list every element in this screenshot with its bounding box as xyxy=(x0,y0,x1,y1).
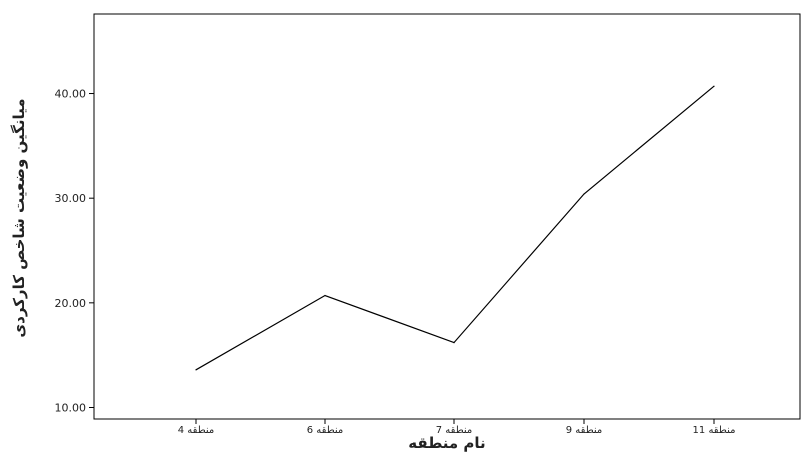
x-tick-label: منطقه 9 xyxy=(566,425,603,436)
y-tick-label: 20.00 xyxy=(55,297,87,310)
y-tick-label: 30.00 xyxy=(55,192,87,205)
x-tick-label: منطقه 11 xyxy=(693,425,736,436)
x-tick-label: منطقه 7 xyxy=(436,425,473,436)
x-tick-label: منطقه 6 xyxy=(307,425,344,436)
y-axis: 10.00 20.00 30.00 40.00 xyxy=(55,88,94,414)
x-axis-title: نام منطقه xyxy=(408,434,485,452)
data-points xyxy=(195,85,715,371)
y-tick-label: 40.00 xyxy=(55,88,87,101)
data-point xyxy=(453,342,455,344)
plot-frame xyxy=(93,13,801,420)
data-point xyxy=(195,369,197,371)
data-point xyxy=(713,85,715,87)
y-tick-label: 10.00 xyxy=(55,401,87,414)
data-point xyxy=(583,193,585,195)
data-point xyxy=(324,294,326,297)
x-tick-label: منطقه 4 xyxy=(178,425,215,436)
y-axis-title: میانگین وضعیت شاخص کارکردی xyxy=(10,98,28,337)
x-axis: منطقه 4 منطقه 6 منطقه 7 منطقه 9 منطقه 11 xyxy=(178,419,736,436)
